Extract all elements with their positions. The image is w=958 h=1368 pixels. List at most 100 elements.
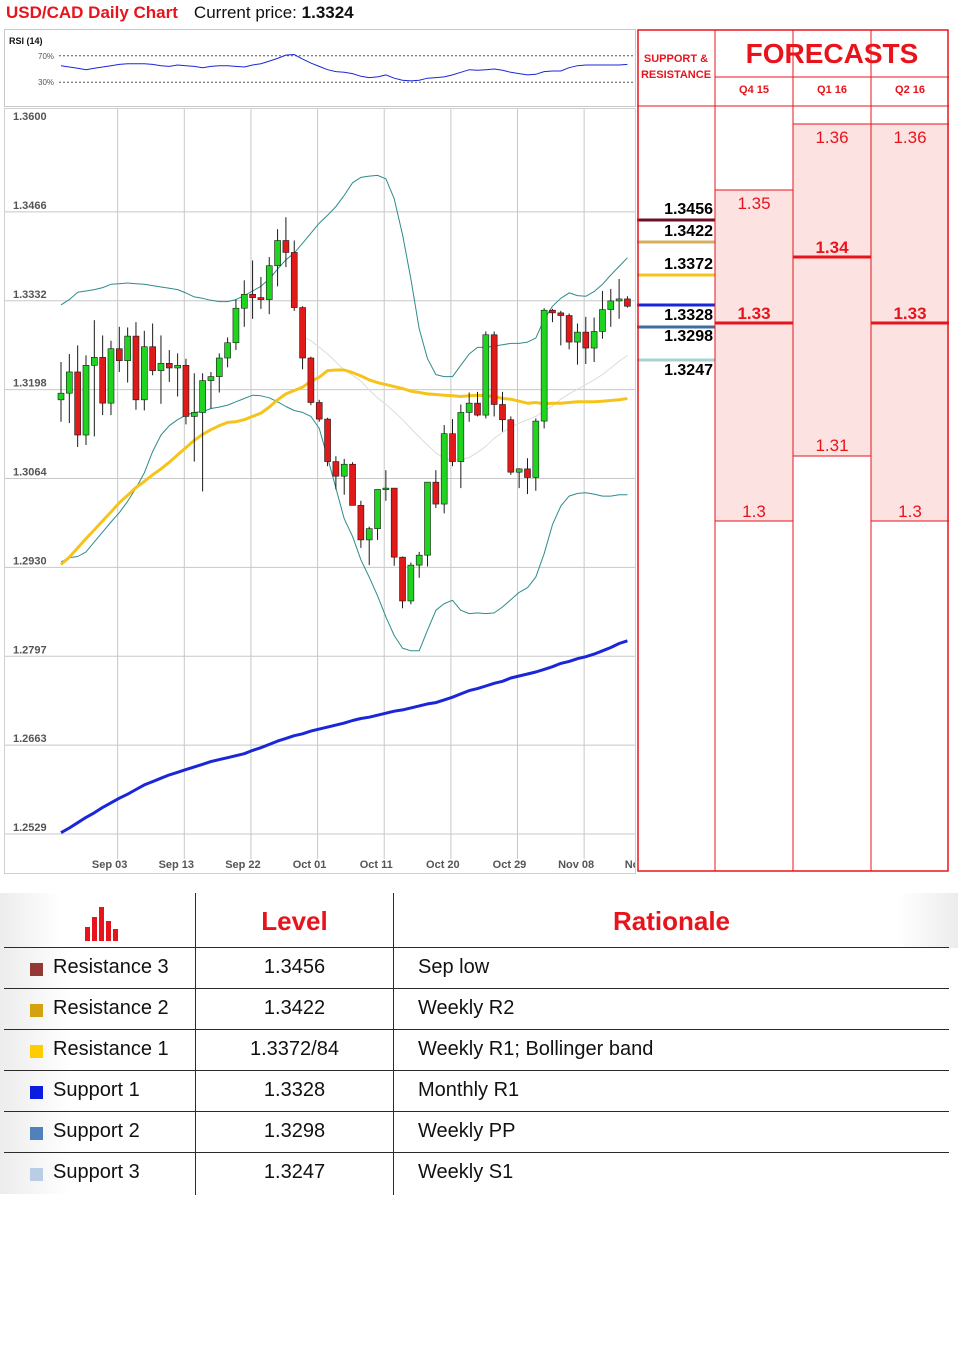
row-divider	[4, 1152, 949, 1153]
row-rationale: Weekly R1; Bollinger band	[418, 1038, 654, 1060]
candle-down	[315, 399, 323, 422]
candle-down	[474, 391, 481, 417]
x-tick-label: Sep 03	[92, 859, 127, 871]
table-row: Support 1 1.3328 Monthly R1	[0, 1071, 958, 1112]
x-tick-label: Oct 29	[493, 859, 527, 871]
table-row: Support 3 1.3247 Weekly S1	[0, 1153, 958, 1194]
candle-body	[574, 331, 581, 343]
candle-up	[124, 327, 131, 383]
candle-up	[190, 373, 198, 462]
row-divider	[4, 988, 949, 989]
candle-body	[182, 365, 190, 417]
candle-up	[590, 317, 598, 362]
candle-body	[507, 419, 515, 473]
candle-up	[215, 353, 223, 393]
row-name: Support 3	[53, 1161, 140, 1183]
candle-body	[499, 404, 506, 421]
candle-up	[157, 335, 165, 404]
forecast-q4-15-low: 1.3	[742, 502, 766, 521]
candle-body	[624, 298, 631, 307]
rsi-chart: 70% 30%	[38, 52, 635, 87]
candle-down	[99, 335, 106, 416]
candle-down	[490, 331, 498, 417]
row-divider	[4, 1029, 949, 1030]
candle-down	[432, 470, 440, 509]
candle-body	[407, 564, 415, 602]
candle-body	[249, 293, 256, 298]
x-tick-label: Nov 17	[625, 859, 635, 871]
candle-up	[424, 481, 431, 567]
candle-body	[599, 309, 606, 332]
candle-body	[449, 433, 456, 462]
candle-body	[590, 331, 598, 349]
candle-down	[299, 306, 306, 370]
color-swatch	[30, 1086, 43, 1099]
row-level: 1.3372/84	[250, 1038, 339, 1060]
quarter-header-q4-15: Q4 15	[739, 84, 769, 96]
candle-up	[224, 337, 231, 368]
x-tick-label: Nov 08	[558, 859, 594, 871]
candle-down	[282, 217, 290, 268]
candle-down	[399, 556, 406, 609]
candle-up	[91, 320, 98, 437]
candle-body	[582, 331, 590, 349]
row-divider	[4, 1111, 949, 1112]
sr-level-resistance-3: 1.3456	[664, 201, 713, 218]
candle-body	[432, 481, 440, 505]
sr-level-support-1: 1.3328	[664, 307, 713, 324]
forecast-panel: SUPPORT & RESISTANCE FORECASTS Q4 15 Q1 1…	[637, 29, 949, 872]
candle-down	[557, 310, 565, 346]
candle-body	[390, 487, 398, 558]
candle-body	[107, 348, 115, 404]
candle-down	[565, 313, 573, 350]
rsi-tick-label: 70%	[38, 52, 54, 61]
candle-body	[399, 556, 406, 602]
row-name: Resistance 3	[53, 956, 169, 978]
candle-up	[482, 331, 490, 419]
candle-down	[499, 391, 506, 432]
row-rationale: Sep low	[418, 956, 490, 978]
x-tick-label: Sep 13	[159, 859, 194, 871]
current-price-label: Current price:	[193, 3, 297, 22]
forecast-q4-15-high: 1.35	[737, 194, 771, 213]
candle-up	[599, 290, 606, 339]
candle-down	[116, 326, 123, 372]
candle-body	[365, 528, 373, 541]
color-swatch	[30, 1127, 43, 1140]
candle-body	[332, 461, 340, 477]
color-swatch	[30, 963, 43, 976]
forecasts-title: FORECASTS	[745, 38, 919, 69]
rsi-line	[60, 53, 628, 82]
forecast-q4-15-mid: 1.33	[737, 304, 771, 323]
forecast-range-band	[793, 124, 871, 456]
candle-body	[190, 412, 198, 417]
table-row: Resistance 2 1.3422 Weekly R2	[0, 989, 958, 1030]
candle-body	[457, 412, 465, 462]
candle-body	[265, 265, 273, 300]
candle-body	[532, 420, 540, 478]
candle-up	[265, 257, 273, 315]
candle-body	[165, 363, 173, 369]
sr-level-resistance-1: 1.3372	[664, 256, 713, 273]
candle-body	[124, 335, 131, 361]
candle-body	[374, 489, 381, 529]
row-name: Resistance 2	[53, 997, 169, 1019]
candle-body	[57, 392, 65, 401]
row-level: 1.3328	[263, 1079, 326, 1101]
column-divider	[393, 893, 394, 1195]
candle-body	[565, 315, 573, 343]
candle-up	[82, 355, 90, 445]
candle-up	[340, 458, 348, 495]
candle-body	[482, 334, 490, 416]
candle-body	[157, 363, 165, 371]
candle-up	[232, 299, 240, 351]
candle-up	[141, 330, 148, 411]
candle-up	[407, 562, 415, 605]
candle-body	[415, 554, 423, 566]
candle-body	[132, 335, 140, 401]
row-rationale: Weekly R2	[418, 997, 515, 1019]
bollinger-middle-line	[302, 336, 628, 461]
candle-body	[274, 240, 281, 267]
candle-up	[515, 468, 523, 489]
candle-up	[174, 353, 181, 397]
